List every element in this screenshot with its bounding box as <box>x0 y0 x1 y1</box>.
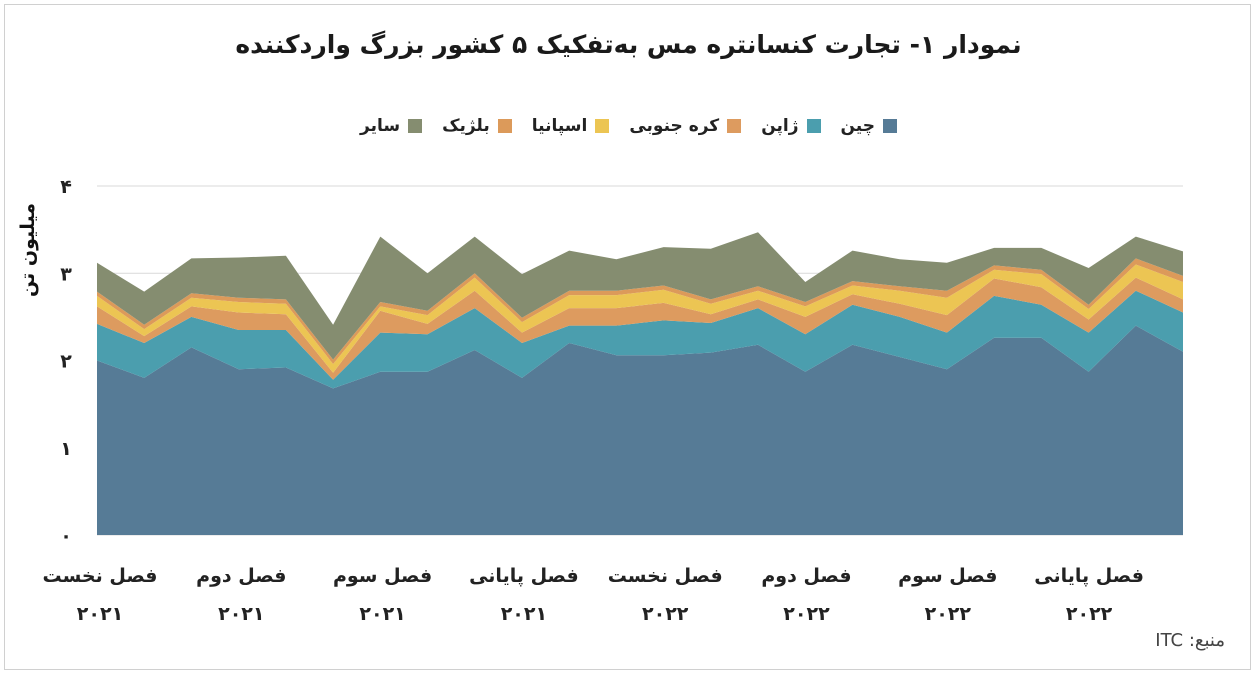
area-series-چین <box>97 325 1183 535</box>
y-axis-label: میلیون تن <box>17 203 39 297</box>
legend-swatch <box>408 119 423 133</box>
y-axis-ticks: ۰ ۱ ۲ ۳ ۴ <box>60 176 72 547</box>
legend-item: کره جنوبی <box>629 116 742 136</box>
y-tick-label: ۲ <box>60 351 72 373</box>
legend-label: بلژیک <box>442 116 490 136</box>
legend-label: چین <box>840 116 876 136</box>
y-tick-label: ۰ <box>60 525 72 547</box>
x-tick-year: ۲۰۲۱ <box>359 603 405 625</box>
x-tick-year: ۲۰۲۱ <box>77 603 123 625</box>
legend-swatch <box>497 119 512 133</box>
area-series-ژاپن <box>97 290 1183 389</box>
legend-item: بلژیک <box>442 116 512 136</box>
legend-label: سایر <box>360 116 401 136</box>
x-tick-year: ۲۰۲۱ <box>218 603 264 625</box>
x-axis-ticks: فصل نخست ۲۰۲۱ فصل دوم ۲۰۲۱ فصل سوم ۲۰۲۱ فصل پا… <box>42 565 1143 625</box>
y-tick-label: ۱ <box>60 438 72 460</box>
x-tick-quarter: فصل پایانی <box>1034 565 1144 587</box>
x-tick-year: ۲۰۲۲ <box>642 603 689 625</box>
x-tick-quarter: فصل سوم <box>333 565 432 587</box>
legend-item: اسپانیا <box>532 116 610 136</box>
y-tick-label: ۴ <box>60 176 72 198</box>
source-note: منبع: ITC <box>1155 630 1225 651</box>
x-tick-quarter: فصل سوم <box>898 565 997 587</box>
x-tick-year: ۲۰۲۲ <box>925 603 972 625</box>
area-series-سایر <box>97 232 1183 360</box>
legend-swatch <box>727 119 742 133</box>
x-tick-year: ۲۰۲۲ <box>1066 603 1113 625</box>
legend-swatch <box>883 119 897 133</box>
legend-item: چین <box>840 116 897 136</box>
area-series <box>97 232 1183 535</box>
chart-legend: چین ژاپن کره جنوبی اسپانیا بلژیک سایر <box>0 116 1257 136</box>
legend-item: سایر <box>360 116 423 136</box>
x-tick-quarter: فصل نخست <box>608 565 723 587</box>
legend-label: اسپانیا <box>531 116 588 136</box>
x-tick-quarter: فصل دوم <box>761 565 851 587</box>
x-tick-quarter: فصل پایانی <box>469 565 579 587</box>
legend-item: ژاپن <box>761 116 821 136</box>
x-tick-year: ۲۰۲۱ <box>501 603 547 625</box>
y-tick-label: ۳ <box>60 263 72 285</box>
legend-label: ژاپن <box>761 116 799 136</box>
legend-swatch <box>806 119 821 133</box>
legend-swatch <box>595 119 610 133</box>
x-tick-quarter: فصل نخست <box>42 565 157 587</box>
chart-title: نمودار ۱- تجارت کنسانتره مس به‌تفکیک ۵ ک… <box>235 30 1022 59</box>
legend-label: کره جنوبی <box>629 116 720 136</box>
x-tick-quarter: فصل دوم <box>196 565 286 587</box>
x-tick-year: ۲۰۲۲ <box>783 603 830 625</box>
